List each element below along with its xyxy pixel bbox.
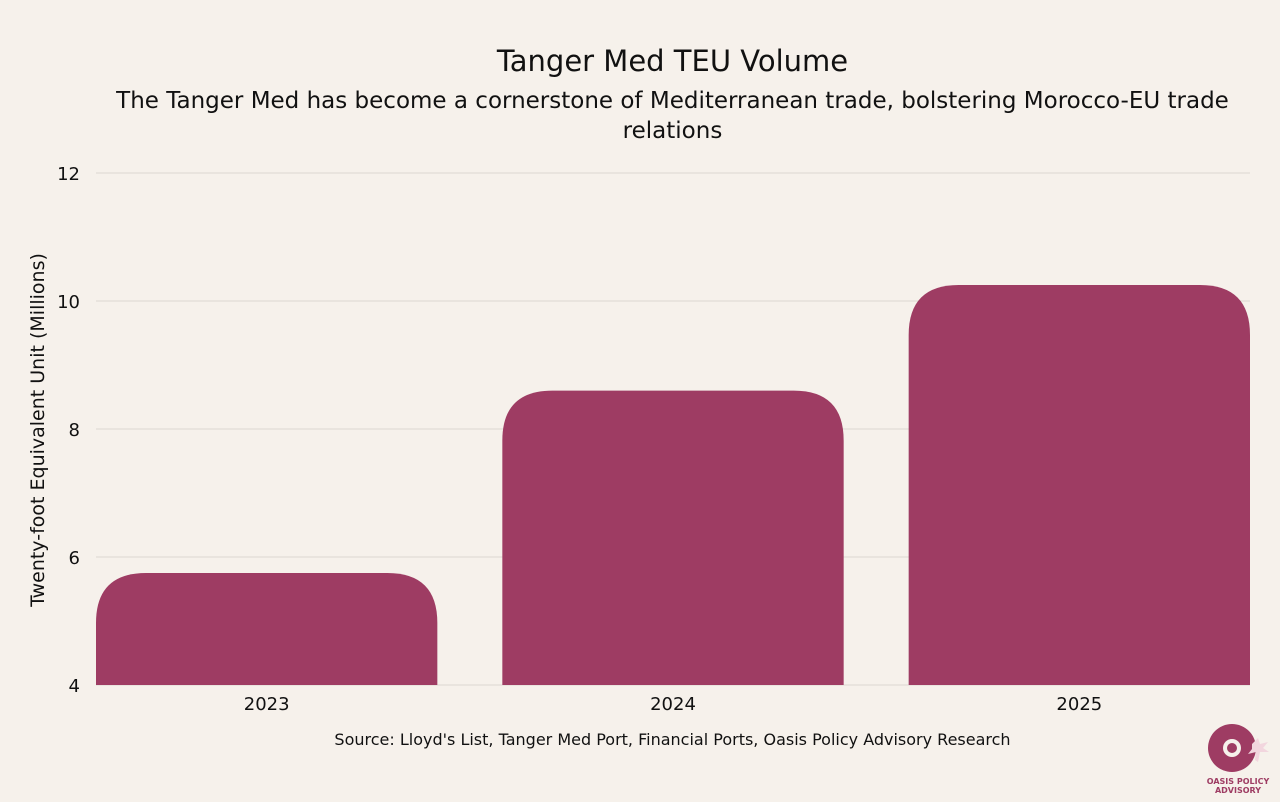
logo-icon: OASIS POLICY ADVISORY bbox=[1207, 724, 1270, 795]
y-tick-label: 6 bbox=[69, 548, 80, 569]
svg-text:ADVISORY: ADVISORY bbox=[1215, 786, 1261, 795]
svg-text:OASIS POLICY: OASIS POLICY bbox=[1207, 777, 1270, 786]
bar-2025 bbox=[908, 285, 1250, 685]
y-axis-label: Twenty-foot Equivalent Unit (Millions) bbox=[27, 253, 49, 608]
y-tick-label: 8 bbox=[69, 420, 80, 441]
chart-subtitle: The Tanger Med has become a cornerstone … bbox=[116, 88, 1229, 144]
bar-2024 bbox=[502, 390, 844, 685]
y-tick-label: 12 bbox=[57, 164, 80, 185]
bar-2023 bbox=[96, 573, 438, 685]
x-tick-label: 2024 bbox=[650, 694, 696, 715]
x-tick-label: 2023 bbox=[244, 694, 290, 715]
y-tick-label: 4 bbox=[69, 676, 80, 697]
y-tick-label: 10 bbox=[57, 292, 80, 313]
source-note: Source: Lloyd's List, Tanger Med Port, F… bbox=[334, 730, 1011, 749]
x-tick-label: 2025 bbox=[1056, 694, 1102, 715]
chart-title: Tanger Med TEU Volume bbox=[496, 44, 849, 78]
oasis-policy-advisory-logo: OASIS POLICY ADVISORY bbox=[1202, 722, 1274, 798]
